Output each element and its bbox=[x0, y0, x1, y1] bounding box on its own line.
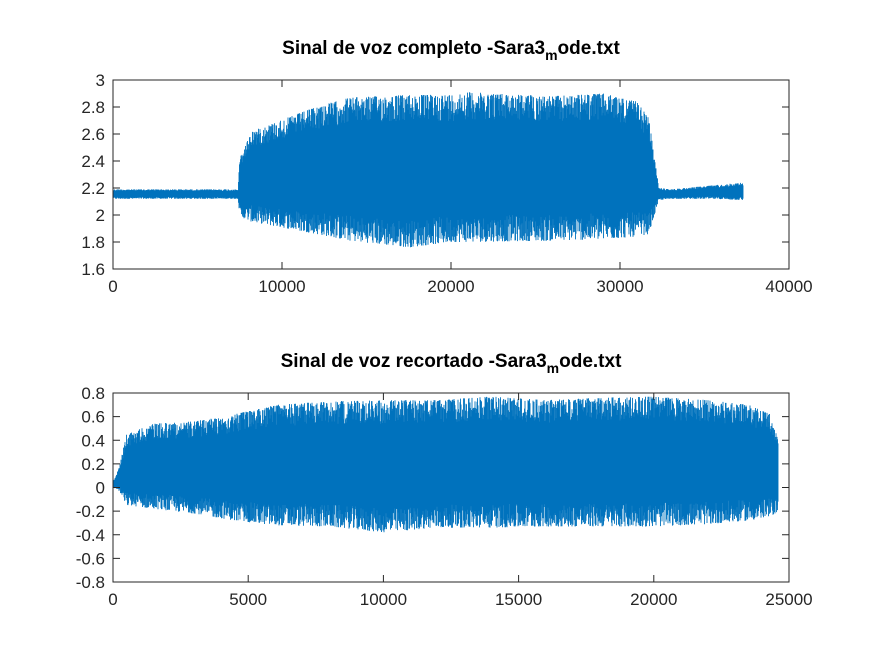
chart-title-cropped: Sinal de voz recortado -Sara3mode.txt bbox=[281, 351, 622, 376]
y-tick-label: -0.2 bbox=[76, 502, 105, 521]
x-tick-label: 15000 bbox=[495, 590, 542, 609]
y-tick-label: 2.2 bbox=[81, 179, 105, 198]
x-tick-label: 20000 bbox=[427, 277, 474, 296]
y-tick-label: 0.2 bbox=[81, 455, 105, 474]
y-tick-label: 2 bbox=[96, 206, 105, 225]
y-tick-label: -0.6 bbox=[76, 549, 105, 568]
x-tick-label: 0 bbox=[108, 590, 117, 609]
y-tick-label: 0 bbox=[96, 479, 105, 498]
chart-title-complete: Sinal de voz completo -Sara3mode.txt bbox=[282, 38, 620, 63]
x-tick-label: 10000 bbox=[258, 277, 305, 296]
y-tick-label: 3 bbox=[96, 71, 105, 90]
ticks-complete: 0 10000 20000 30000 40000 1.6 1.8 2 2.2 2.4 2.6 2.8… bbox=[81, 71, 812, 296]
y-tick-label: 0.4 bbox=[81, 431, 105, 450]
x-tick-label: 0 bbox=[108, 277, 117, 296]
x-tick-label: 5000 bbox=[229, 590, 267, 609]
y-tick-label: 2.6 bbox=[81, 125, 105, 144]
y-tick-label: 0.8 bbox=[81, 384, 105, 403]
x-tick-label: 30000 bbox=[596, 277, 643, 296]
y-tick-label: 1.8 bbox=[81, 233, 105, 252]
x-tick-label: 40000 bbox=[765, 277, 812, 296]
y-tick-label: -0.4 bbox=[76, 526, 105, 545]
x-tick-label: 20000 bbox=[630, 590, 677, 609]
y-tick-label: 1.6 bbox=[81, 260, 105, 279]
y-tick-label: 0.6 bbox=[81, 408, 105, 427]
y-tick-label: -0.8 bbox=[76, 573, 105, 592]
ticks-cropped: 0 5000 10000 15000 20000 25000 -0.8 -0.6 -0.4 -0.… bbox=[76, 384, 813, 609]
y-tick-label: 2.8 bbox=[81, 98, 105, 117]
subplot-cropped-signal: Sinal de voz recortado -Sara3mode.txt 0 5… bbox=[76, 351, 813, 609]
x-tick-label: 10000 bbox=[360, 590, 407, 609]
y-tick-label: 2.4 bbox=[81, 152, 105, 171]
x-tick-label: 25000 bbox=[765, 590, 812, 609]
subplot-complete-signal: Sinal de voz completo -Sara3mode.txt 0 10… bbox=[81, 38, 812, 296]
